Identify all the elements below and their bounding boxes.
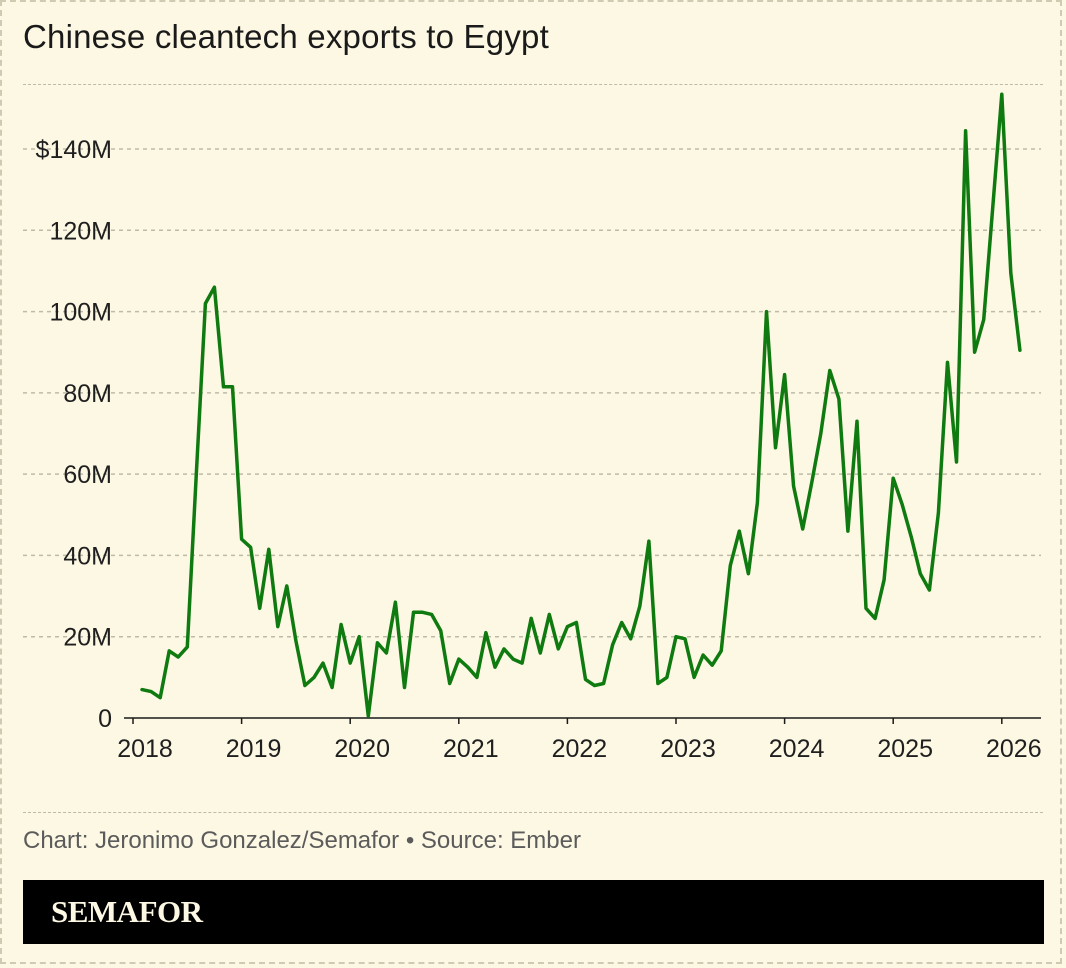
y-tick-label: $140M: [36, 136, 112, 164]
y-tick-label: 60M: [63, 461, 112, 489]
y-tick-label: 20M: [63, 624, 112, 652]
x-tick-label: 2019: [226, 735, 282, 763]
bottom-divider: [23, 812, 1043, 813]
semafor-logo: SEMAFOR: [51, 894, 203, 929]
line-chart: 0 20M 40M 60M 80M 100M 120M $140M 2018 2019 2020 20…: [23, 92, 1042, 763]
y-tick-label: 120M: [49, 217, 112, 245]
x-tick-label: 2024: [769, 735, 825, 763]
x-tick-label: 2023: [660, 735, 716, 763]
brand-bar: SEMAFOR: [23, 880, 1044, 944]
y-tick-label: 80M: [63, 380, 112, 408]
x-tick-label: 2021: [443, 735, 499, 763]
chart-credit: Chart: Jeronimo Gonzalez/Semafor • Sourc…: [23, 827, 581, 854]
chart-title: Chinese cleantech exports to Egypt: [23, 18, 549, 55]
x-tick-label: 2022: [552, 735, 608, 763]
y-tick-label: 0: [98, 705, 112, 733]
top-divider: [23, 84, 1043, 85]
x-tick-label: 2025: [877, 735, 933, 763]
x-tick-label: 2018: [117, 735, 173, 763]
y-tick-label: 40M: [63, 542, 112, 570]
exports-series-line: [140, 92, 1022, 718]
y-tick-label: 100M: [49, 299, 112, 327]
x-tick-label: 2020: [334, 735, 390, 763]
x-tick-label: 2026: [986, 735, 1042, 763]
